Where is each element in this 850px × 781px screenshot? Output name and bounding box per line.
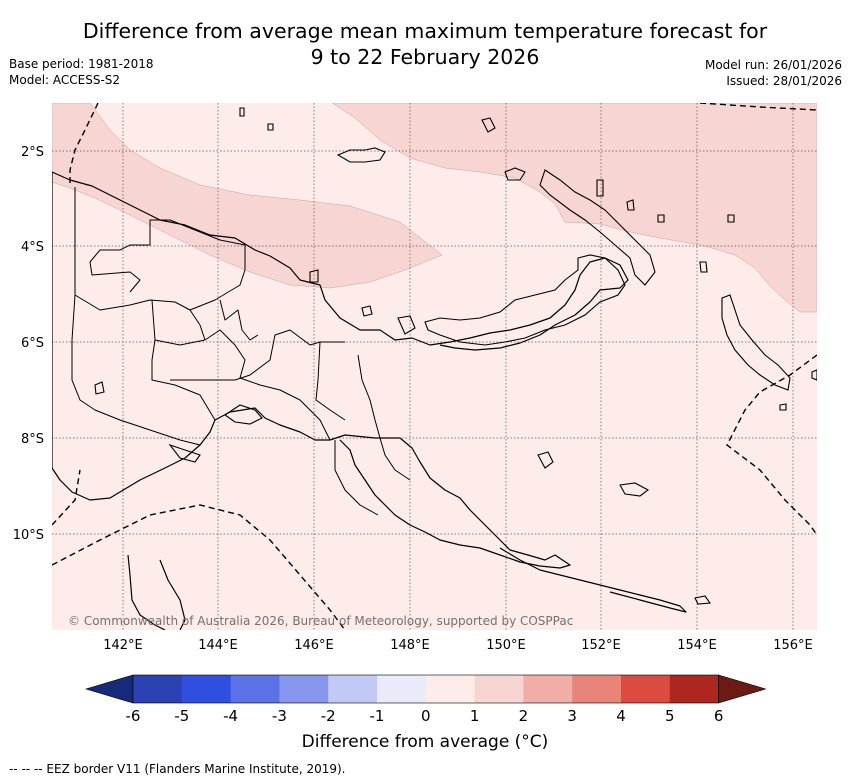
colorbar-tick-label: 4 (616, 707, 626, 725)
new-guinea-coast (52, 171, 629, 351)
lon-label: 144°E (198, 638, 238, 653)
eez-borders (52, 103, 817, 630)
colorbar-segment (279, 675, 329, 703)
colorbar-extend-high (718, 674, 767, 704)
colorbar-segment (669, 675, 719, 703)
colorbar-tick-label: 6 (714, 707, 724, 725)
lon-label: 152°E (581, 638, 621, 653)
colorbar (84, 674, 767, 704)
lon-label: 154°E (677, 638, 717, 653)
colorbar-segment (523, 675, 573, 703)
colorbar-extend-low (84, 674, 134, 704)
copyright-note: © Commonwealth of Australia 2026, Bureau… (68, 614, 574, 628)
colorbar-segment (328, 675, 378, 703)
meta-left: Base period: 1981-2018 Model: ACCESS-S2 (9, 56, 154, 88)
colorbar-ticks: -6 -5 -4 -3 -2 -1 0 1 2 3 4 5 6 (126, 707, 724, 725)
eez-legend-note: -- -- -- EEZ border V11 (Flanders Marine… (9, 762, 346, 776)
lat-label: 8°S (21, 432, 44, 447)
colorbar-segment (621, 675, 671, 703)
graticule (52, 103, 817, 630)
colorbar-tick-label: 0 (421, 707, 431, 725)
colorbar-tick-label: -5 (174, 707, 189, 725)
anomaly-region-west (52, 103, 443, 289)
colorbar-segment (474, 675, 524, 703)
colorbar-segment (181, 675, 231, 703)
title-line-1: Difference from average mean maximum tem… (82, 19, 768, 43)
colorbar-frame (132, 674, 719, 704)
colorbar-tick-label: -4 (223, 707, 238, 725)
lat-label: 10°S (13, 528, 44, 543)
admin-borders (74, 187, 246, 311)
model-name: Model: ACCESS-S2 (9, 73, 121, 87)
lon-label: 156°E (773, 638, 813, 653)
lon-label: 150°E (486, 638, 526, 653)
lat-label: 6°S (21, 336, 44, 351)
colorbar-segment (425, 675, 475, 703)
longitude-labels: 142°E 144°E 146°E 148°E 150°E 152°E 154°… (103, 638, 813, 653)
colorbar-tick-label: 5 (665, 707, 675, 725)
map-figure: 2°S 4°S 6°S 8°S 10°S 142°E 144°E 146°E 1… (13, 103, 817, 725)
base-period: Base period: 1981-2018 (9, 57, 154, 71)
colorbar-segment (377, 675, 427, 703)
lon-label: 142°E (103, 638, 143, 653)
anomaly-region-north (331, 103, 817, 313)
colorbar-tick-label: -6 (126, 707, 141, 725)
colorbar-tick-label: -2 (321, 707, 336, 725)
lon-label: 148°E (390, 638, 430, 653)
map-title: Difference from average mean maximum tem… (0, 18, 850, 70)
colorbar-title: Difference from average (°C) (301, 732, 549, 752)
lat-label: 4°S (21, 240, 44, 255)
bougainville-island (721, 294, 791, 391)
lat-label: 2°S (21, 145, 44, 160)
islands (94, 107, 817, 605)
issued-date: Issued: 28/01/2026 (726, 74, 842, 88)
colorbar-tick-label: 1 (470, 707, 480, 725)
colorbar-tick-label: 2 (519, 707, 529, 725)
colorbar-tick-label: -3 (272, 707, 287, 725)
lon-label: 146°E (294, 638, 334, 653)
colorbar-tick-label: 3 (567, 707, 577, 725)
latitude-labels: 2°S 4°S 6°S 8°S 10°S (13, 145, 44, 543)
colorbar-segment (572, 675, 622, 703)
meta-right: Model run: 26/01/2026 Issued: 28/01/2026 (705, 57, 842, 89)
title-line-2: 9 to 22 February 2026 (310, 45, 540, 69)
coastlines (52, 171, 687, 630)
new-britain-island (424, 254, 626, 346)
colorbar-segment (133, 675, 183, 703)
colorbar-tick-label: -1 (370, 707, 385, 725)
model-run: Model run: 26/01/2026 (704, 58, 842, 72)
new-ireland-island (539, 169, 656, 286)
colorbar-segment (230, 675, 280, 703)
